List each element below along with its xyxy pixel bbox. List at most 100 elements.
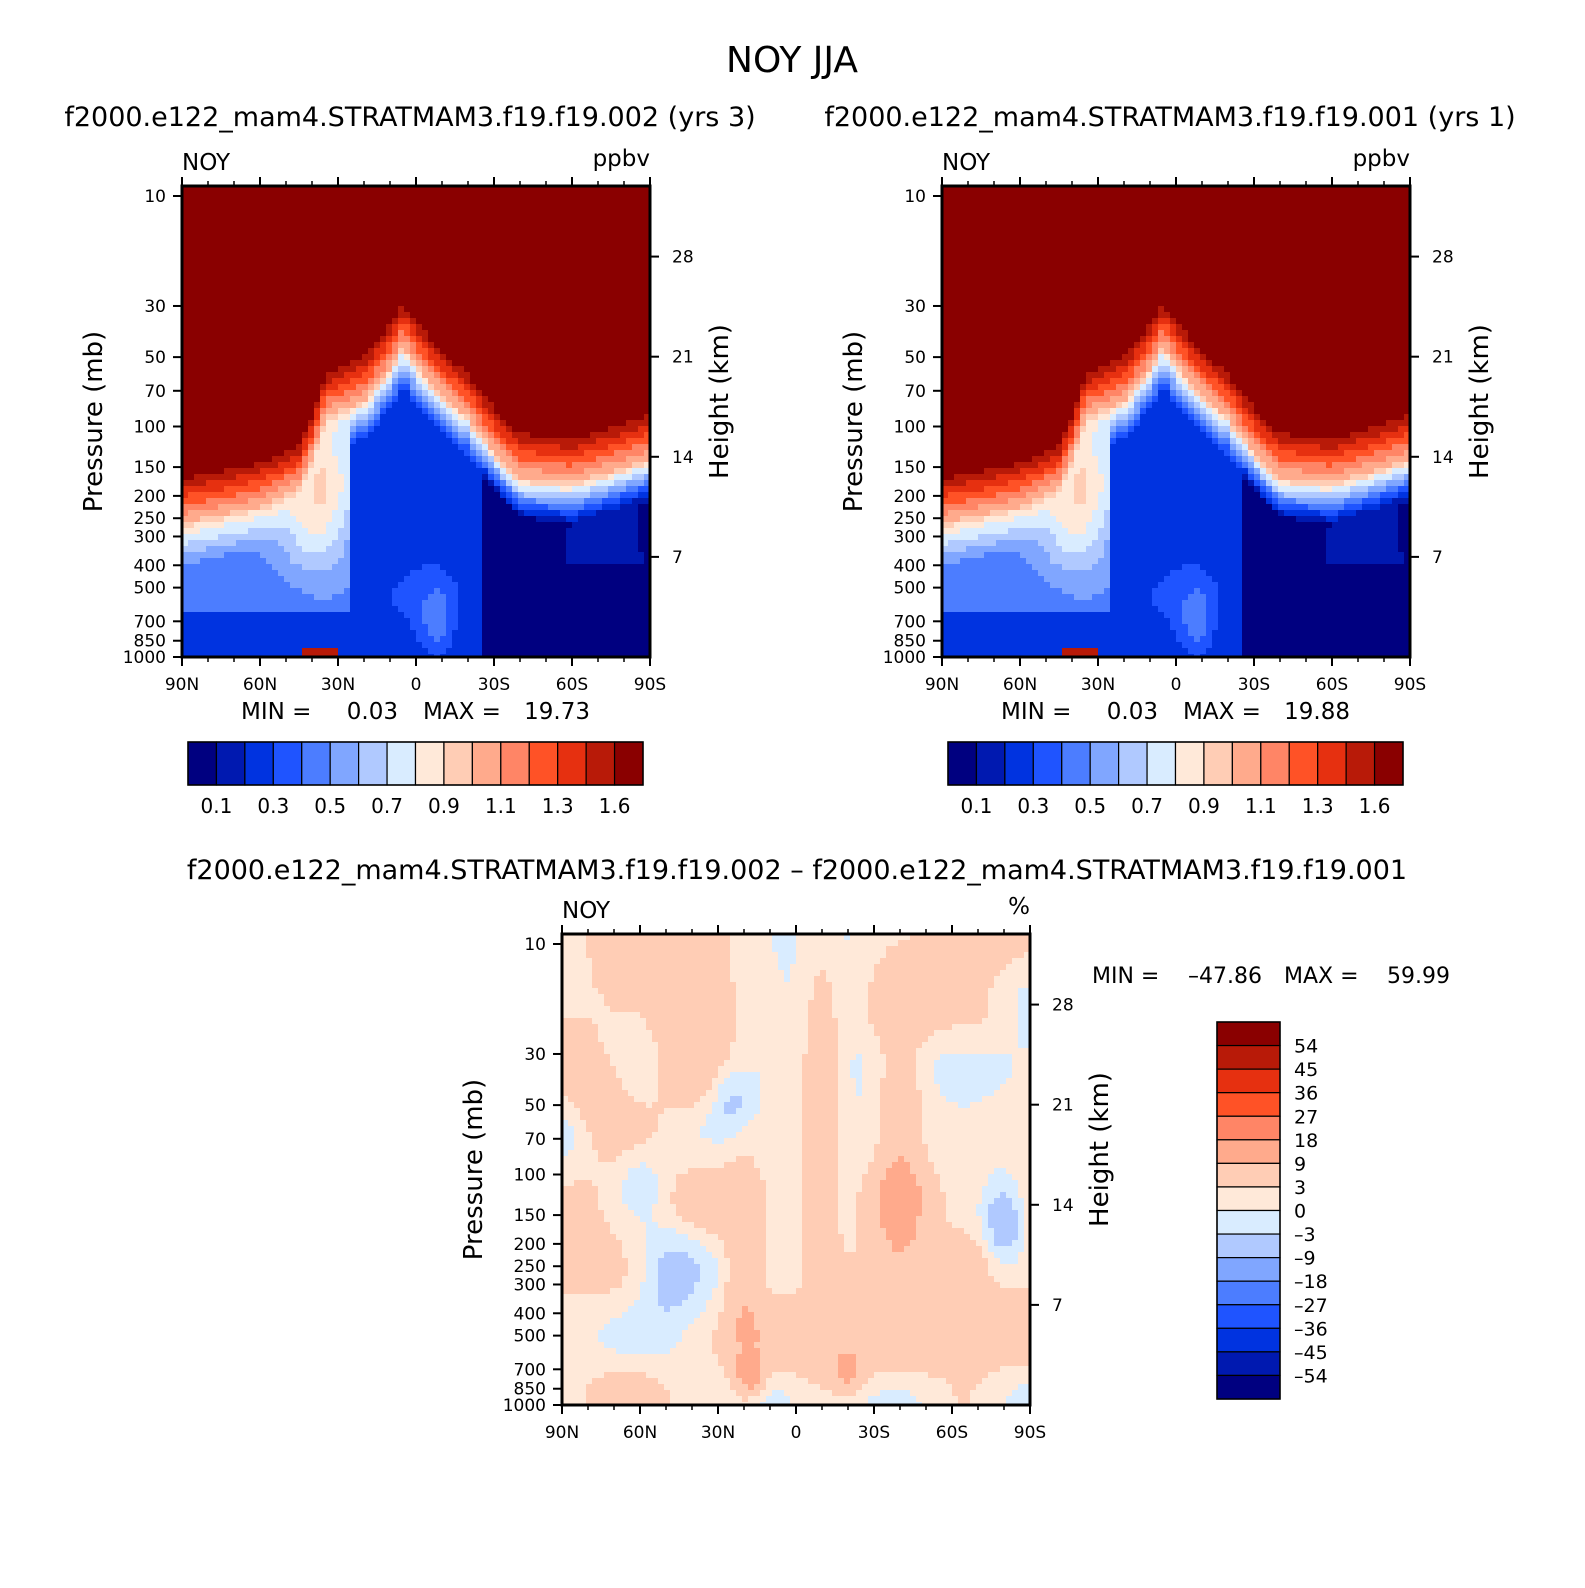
contour-cell <box>290 444 297 451</box>
contour-cell <box>548 216 555 223</box>
contour-cell <box>620 414 627 421</box>
contour-cell <box>260 504 267 511</box>
contour-cell <box>566 462 573 469</box>
contour-cell <box>428 510 435 517</box>
contour-cell <box>602 252 609 259</box>
contour-cell <box>524 336 531 343</box>
contour-cell <box>410 468 417 475</box>
contour-cell <box>206 522 213 529</box>
contour-cell <box>476 246 483 253</box>
contour-cell <box>590 360 597 367</box>
contour-cell <box>224 270 231 277</box>
contour-cell <box>326 534 333 541</box>
contour-cell <box>572 204 579 211</box>
contour-cell <box>254 216 261 223</box>
contour-cell <box>644 210 650 217</box>
contour-cell <box>500 246 507 253</box>
contour-cell <box>494 420 501 427</box>
contour-cell <box>302 228 309 235</box>
contour-cell <box>410 480 417 487</box>
contour-cell <box>482 318 489 325</box>
contour-cell <box>404 522 411 529</box>
contour-cell <box>608 234 615 241</box>
contour-cell <box>398 186 405 193</box>
contour-cell <box>494 204 501 211</box>
contour-cell <box>608 450 615 457</box>
contour-cell <box>404 348 411 355</box>
contour-cell <box>326 396 333 403</box>
contour-cell <box>386 348 393 355</box>
contour-cell <box>476 324 483 331</box>
contour-cell <box>530 432 537 439</box>
contour-cell <box>398 216 405 223</box>
contour-cell <box>194 246 201 253</box>
contour-cell <box>410 312 417 319</box>
contour-cell <box>548 558 555 565</box>
contour-cell <box>644 228 650 235</box>
contour-cell <box>182 246 189 253</box>
contour-cell <box>302 450 309 457</box>
contour-cell <box>404 294 411 301</box>
contour-cell <box>230 552 237 559</box>
contour-cell <box>440 564 447 571</box>
contour-cell <box>182 192 189 199</box>
contour-cell <box>224 306 231 313</box>
contour-cell <box>446 372 453 379</box>
contour-cell <box>566 222 573 229</box>
contour-cell <box>572 210 579 217</box>
contour-cell <box>446 504 453 511</box>
contour-cell <box>548 522 555 529</box>
contour-cell <box>446 330 453 337</box>
contour-cell <box>542 192 549 199</box>
contour-cell <box>200 204 207 211</box>
contour-cell <box>476 534 483 541</box>
contour-cell <box>224 318 231 325</box>
contour-cell <box>524 468 531 475</box>
contour-cell <box>476 312 483 319</box>
contour-cell <box>218 444 225 451</box>
contour-cell <box>266 372 273 379</box>
contour-cell <box>488 474 495 481</box>
contour-cell <box>284 420 291 427</box>
contour-cell <box>638 408 645 415</box>
contour-cell <box>344 468 351 475</box>
contour-cell <box>452 432 459 439</box>
contour-cell <box>548 528 555 535</box>
contour-cell <box>500 432 507 439</box>
contour-cell <box>446 438 453 445</box>
contour-cell <box>206 456 213 463</box>
contour-cell <box>356 318 363 325</box>
contour-cell <box>476 558 483 565</box>
contour-cell <box>248 300 255 307</box>
contour-cell <box>614 270 621 277</box>
contour-cell <box>200 474 207 481</box>
contour-cell <box>338 378 345 385</box>
contour-cell <box>494 414 501 421</box>
contour-cell <box>266 402 273 409</box>
contour-cell <box>542 390 549 397</box>
contour-cell <box>416 486 423 493</box>
contour-cell <box>380 402 387 409</box>
contour-cell <box>560 486 567 493</box>
contour-cell <box>566 246 573 253</box>
contour-cell <box>464 246 471 253</box>
contour-cell <box>314 186 321 193</box>
contour-cell <box>608 420 615 427</box>
contour-cell <box>440 426 447 433</box>
contour-cell <box>326 474 333 481</box>
contour-cell <box>374 552 381 559</box>
contour-cell <box>614 330 621 337</box>
contour-cell <box>506 192 513 199</box>
contour-cell <box>392 366 399 373</box>
contour-cell <box>452 468 459 475</box>
contour-cell <box>278 396 285 403</box>
contour-cell <box>236 534 243 541</box>
contour-cell <box>416 258 423 265</box>
contour-cell <box>464 402 471 409</box>
contour-cell <box>464 330 471 337</box>
contour-cell <box>284 210 291 217</box>
contour-cell <box>398 420 405 427</box>
contour-cell <box>284 426 291 433</box>
contour-cell <box>224 480 231 487</box>
contour-cell <box>266 480 273 487</box>
